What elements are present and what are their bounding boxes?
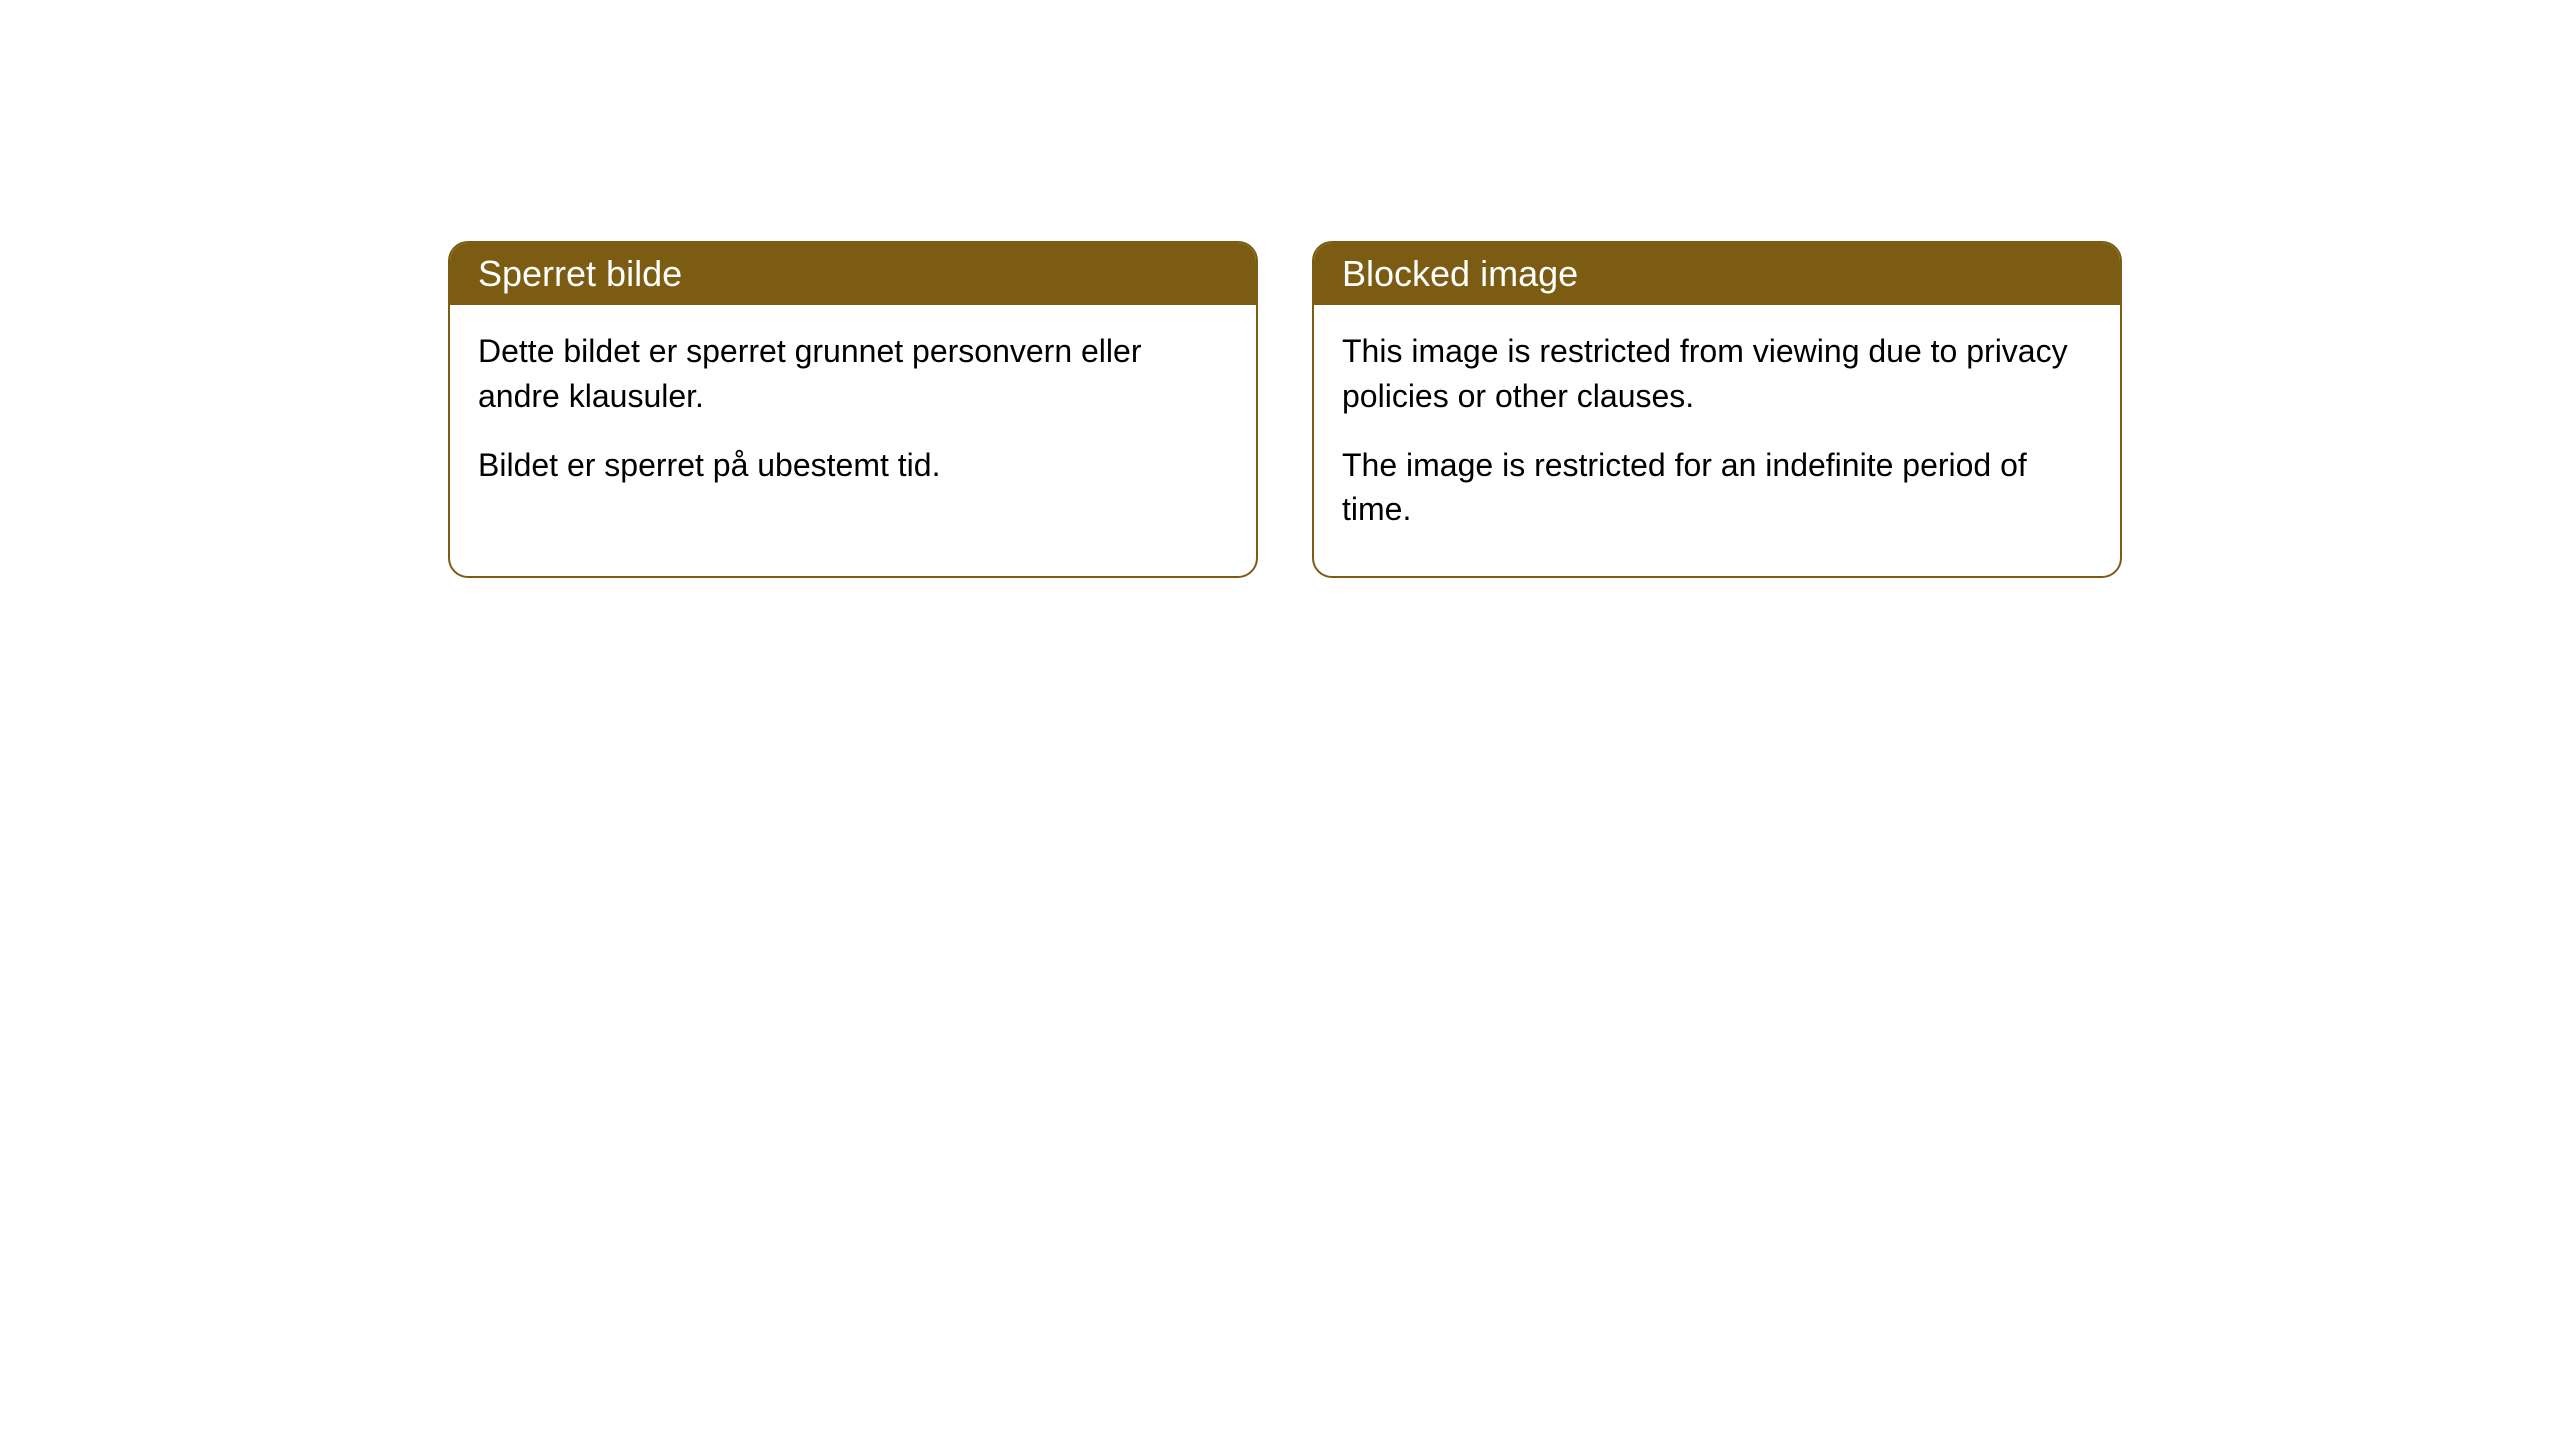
card-body-norwegian: Dette bildet er sperret grunnet personve… — [450, 305, 1256, 531]
card-english: Blocked image This image is restricted f… — [1312, 241, 2122, 578]
card-text-english-2: The image is restricted for an indefinit… — [1342, 443, 2092, 533]
card-title-norwegian: Sperret bilde — [478, 253, 682, 294]
card-norwegian: Sperret bilde Dette bildet er sperret gr… — [448, 241, 1258, 578]
card-text-norwegian-2: Bildet er sperret på ubestemt tid. — [478, 443, 1228, 488]
card-body-english: This image is restricted from viewing du… — [1314, 305, 2120, 576]
card-title-english: Blocked image — [1342, 253, 1578, 294]
card-header-english: Blocked image — [1314, 243, 2120, 305]
cards-container: Sperret bilde Dette bildet er sperret gr… — [448, 241, 2122, 578]
card-text-english-1: This image is restricted from viewing du… — [1342, 329, 2092, 419]
card-text-norwegian-1: Dette bildet er sperret grunnet personve… — [478, 329, 1228, 419]
card-header-norwegian: Sperret bilde — [450, 243, 1256, 305]
